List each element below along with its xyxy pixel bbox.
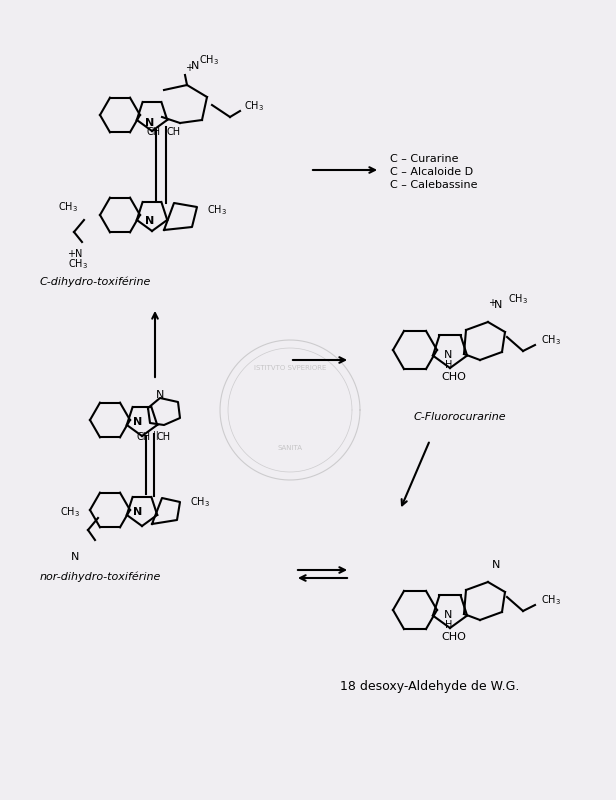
Text: CH$_3$: CH$_3$ [541, 333, 561, 347]
Text: C – Alcaloide D: C – Alcaloide D [390, 167, 473, 177]
Text: CH: CH [157, 432, 171, 442]
Text: CH$_3$: CH$_3$ [207, 203, 227, 217]
Text: CH: CH [167, 127, 181, 137]
Text: CH$_3$: CH$_3$ [541, 593, 561, 606]
Text: N: N [156, 390, 164, 400]
Text: CH$_3$: CH$_3$ [508, 292, 528, 306]
Text: N: N [134, 507, 143, 517]
Text: N: N [71, 552, 79, 562]
Text: CH$_3$: CH$_3$ [190, 495, 210, 509]
Text: N: N [444, 350, 452, 360]
Text: CH$_3$: CH$_3$ [199, 53, 219, 66]
Text: CH$_3$: CH$_3$ [68, 257, 88, 270]
Text: CHO: CHO [442, 632, 466, 642]
Text: SANITA: SANITA [277, 445, 302, 451]
Text: +: + [488, 298, 496, 308]
Text: ISTITVTO SVPERIORE: ISTITVTO SVPERIORE [254, 365, 326, 371]
Text: N: N [134, 417, 143, 427]
Text: CH$_3$: CH$_3$ [244, 99, 264, 113]
Text: +N: +N [67, 249, 82, 259]
Text: CHO: CHO [442, 372, 466, 382]
Text: H: H [445, 360, 453, 370]
Text: CH$_3$: CH$_3$ [60, 505, 80, 519]
Text: 18 desoxy-Aldehyde de W.G.: 18 desoxy-Aldehyde de W.G. [340, 680, 520, 693]
Text: +: + [185, 63, 193, 73]
Text: nor-dihydro-toxiférine: nor-dihydro-toxiférine [39, 571, 161, 582]
Text: N: N [494, 300, 503, 310]
Text: N: N [191, 61, 199, 71]
Text: C-dihydro-toxiférine: C-dihydro-toxiférine [39, 277, 151, 287]
Text: N: N [444, 610, 452, 620]
Text: H: H [445, 620, 453, 630]
Text: C-Fluorocurarine: C-Fluorocurarine [414, 412, 506, 422]
Text: C – Calebassine: C – Calebassine [390, 180, 477, 190]
Text: N: N [145, 118, 155, 128]
Text: CH: CH [147, 127, 161, 137]
Text: CH: CH [137, 432, 151, 442]
Text: ||: || [153, 431, 159, 440]
Text: CH$_3$: CH$_3$ [58, 200, 78, 214]
Text: N: N [145, 216, 155, 226]
Text: C – Curarine: C – Curarine [390, 154, 458, 164]
Text: N: N [492, 560, 500, 570]
